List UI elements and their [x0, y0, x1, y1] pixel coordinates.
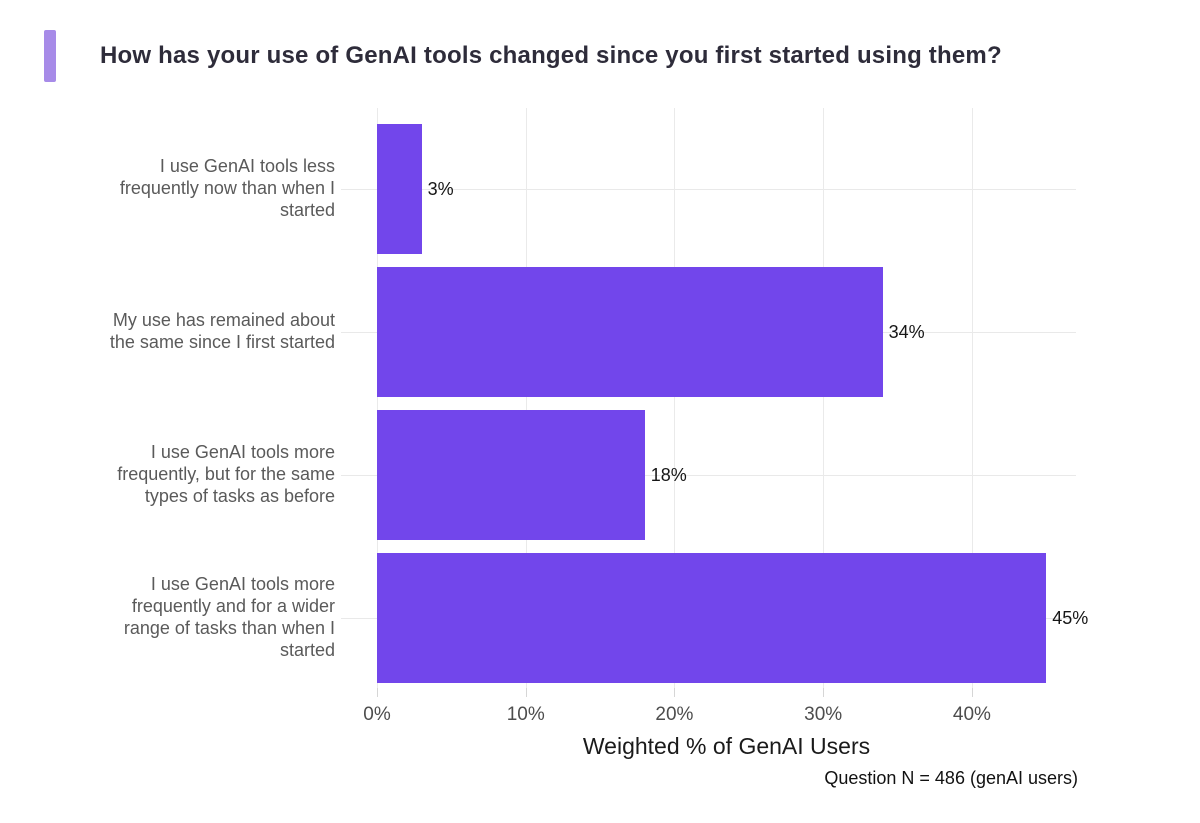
bar — [377, 124, 422, 254]
x-tick-label: 30% — [804, 704, 843, 725]
vertical-gridline — [971, 108, 973, 688]
x-axis-tick — [971, 688, 973, 697]
vertical-gridline — [674, 108, 676, 688]
x-axis-tick — [377, 688, 378, 697]
category-label: I use GenAI tools more frequently, but f… — [117, 442, 335, 506]
horizontal-gridline — [341, 188, 1076, 190]
bar-value-label: 18% — [650, 464, 687, 485]
x-axis-tick — [525, 688, 527, 697]
bar-value-label: 45% — [1052, 607, 1089, 628]
title-accent-bar — [44, 30, 56, 82]
x-axis-tick — [823, 688, 825, 697]
vertical-gridline — [823, 108, 825, 688]
bar — [377, 410, 645, 540]
chart-title: How has your use of GenAI tools changed … — [100, 42, 1002, 69]
bar — [377, 553, 1047, 683]
x-tick-label: 0% — [363, 704, 391, 725]
x-tick-label: 40% — [952, 704, 991, 725]
horizontal-gridline — [341, 474, 1076, 476]
x-tick-label: 20% — [655, 704, 694, 725]
bar — [377, 267, 883, 397]
vertical-gridline — [525, 108, 527, 688]
vertical-gridline — [377, 108, 378, 688]
category-label: I use GenAI tools more frequently and fo… — [123, 574, 335, 660]
sample-size-note: Question N = 486 (genAI users) — [824, 768, 1078, 788]
category-label: I use GenAI tools less frequently now th… — [119, 156, 335, 220]
bar-value-label: 34% — [888, 321, 925, 342]
x-tick-label: 10% — [506, 704, 545, 725]
bar-value-label: 3% — [427, 178, 454, 199]
x-axis-title: Weighted % of GenAI Users — [582, 733, 871, 759]
x-axis-tick — [674, 688, 676, 697]
plot-area: 0% 10% 20% 30% 40% 3% I use GenAI tools less f… — [110, 108, 1088, 725]
category-label: My use has remained about the same since… — [109, 310, 335, 352]
